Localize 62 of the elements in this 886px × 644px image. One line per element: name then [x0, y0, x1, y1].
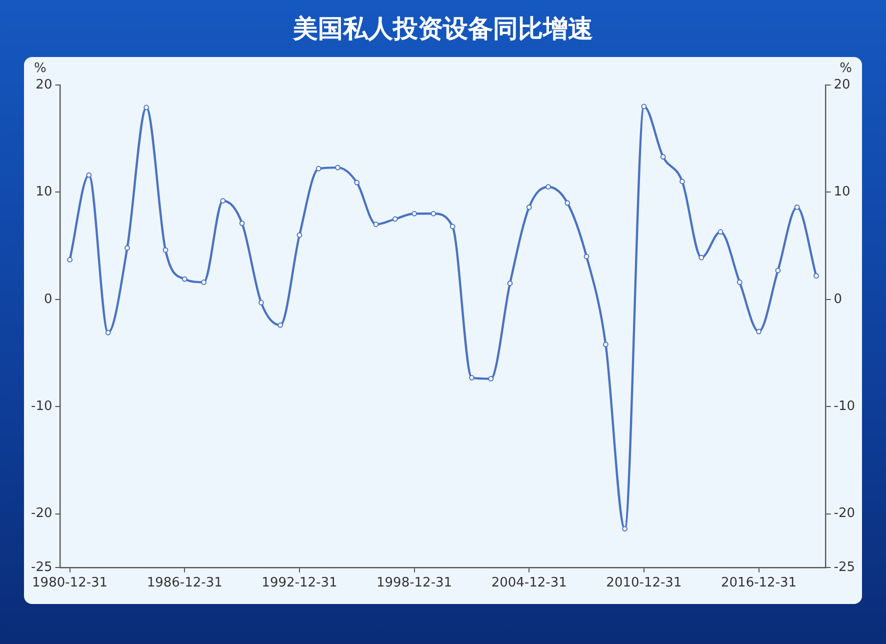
x-tick-label: 1998-12-31 [376, 576, 452, 591]
x-tick-label: 2010-12-31 [606, 576, 682, 591]
point [373, 222, 379, 228]
y2-axis-title: % [840, 60, 852, 76]
point [201, 280, 206, 285]
point [794, 204, 800, 210]
y2-tick-label: 0 [834, 292, 842, 307]
point [162, 247, 168, 253]
point [469, 374, 474, 380]
y-tick-label: 10 [36, 184, 52, 200]
y2-tick-label: -10 [834, 398, 855, 414]
point [335, 164, 340, 170]
point [814, 273, 819, 279]
point [412, 210, 417, 216]
point [564, 200, 570, 206]
point [86, 172, 92, 178]
point [105, 330, 111, 336]
point [718, 229, 724, 235]
point [584, 254, 590, 260]
y2-tick-label: 20 [834, 77, 850, 92]
y-tick-label: -10 [31, 398, 52, 414]
y-tick-label: 0 [44, 292, 52, 307]
y-tick-label: 20 [36, 77, 52, 92]
point [756, 328, 762, 334]
point [392, 216, 398, 222]
chart-title: 美国私人投资设备同比增速 [292, 13, 594, 45]
y-tick-label: -25 [31, 560, 52, 575]
point [430, 210, 436, 216]
point [354, 180, 360, 186]
point [736, 280, 742, 285]
x-tick-label: 1992-12-31 [262, 576, 338, 591]
x-tick-label: 2004-12-31 [491, 576, 567, 591]
point [296, 232, 302, 238]
point [124, 245, 130, 251]
point [660, 154, 666, 160]
point [144, 104, 150, 110]
point [220, 198, 226, 204]
point [602, 342, 608, 348]
point [239, 220, 245, 226]
point [641, 104, 647, 110]
y2-tick-label: -25 [834, 560, 855, 575]
point [278, 322, 284, 328]
point [546, 184, 551, 190]
point [680, 178, 685, 184]
point [450, 224, 456, 230]
x-tick-label: 2016-12-31 [721, 576, 797, 591]
point [698, 254, 704, 260]
point [622, 526, 628, 532]
y-axis-title: % [34, 60, 46, 76]
x-tick-label: 1986-12-31 [146, 576, 222, 591]
point [775, 268, 781, 274]
point [182, 276, 188, 282]
point [488, 376, 494, 382]
y2-tick-label: -20 [834, 506, 855, 522]
y-tick-label: -20 [31, 506, 52, 522]
x-tick-label: 1980-12-31 [32, 576, 108, 591]
point [526, 204, 532, 210]
y2-tick-label: 10 [834, 184, 850, 200]
point [316, 166, 322, 172]
point [258, 300, 264, 306]
point [67, 257, 72, 262]
point [507, 280, 513, 286]
